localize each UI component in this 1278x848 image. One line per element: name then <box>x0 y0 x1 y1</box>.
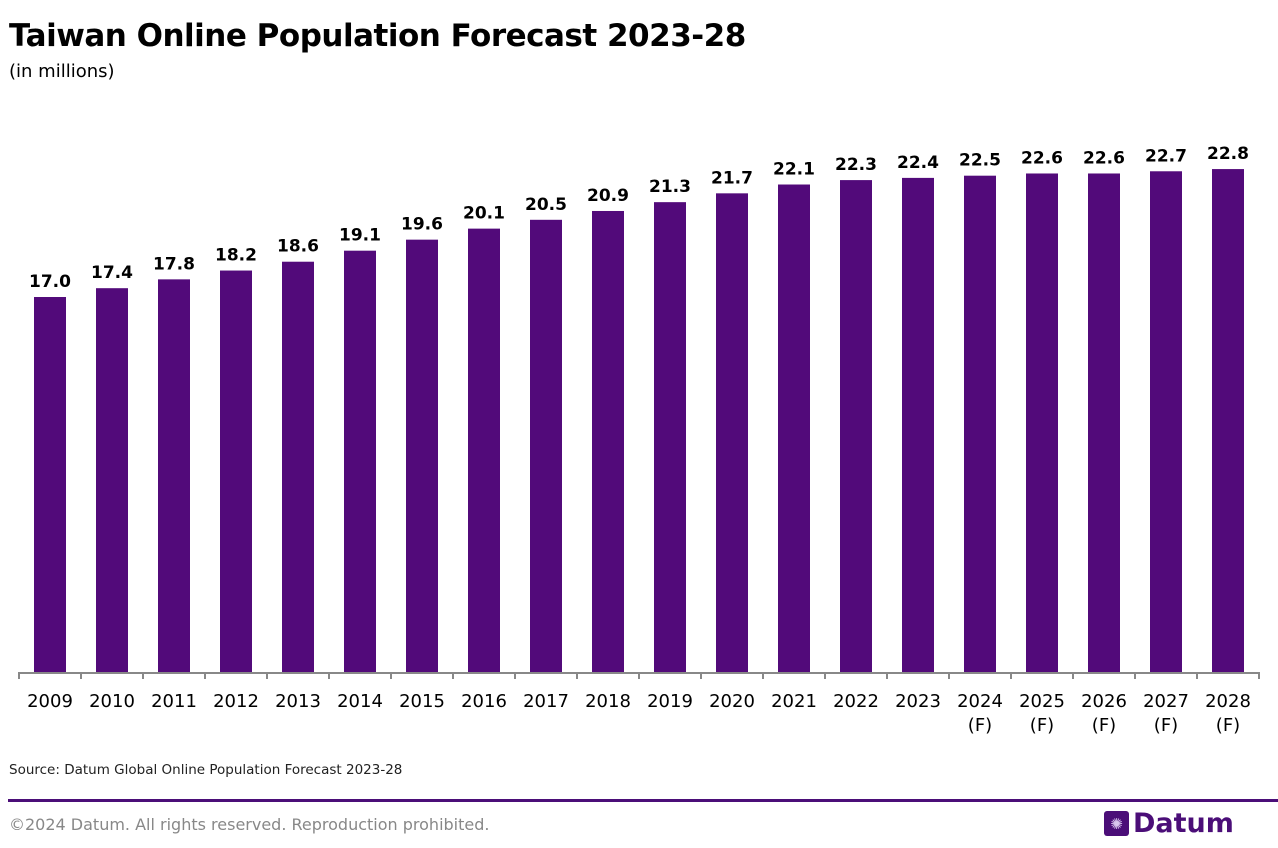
data-label: 22.6 <box>1083 148 1125 168</box>
data-label: 22.3 <box>835 155 877 175</box>
data-label: 17.4 <box>91 263 133 283</box>
data-label: 22.5 <box>959 151 1001 171</box>
bar <box>1212 169 1244 672</box>
logo-text: Datum <box>1133 808 1234 839</box>
data-label: 19.6 <box>401 215 443 235</box>
x-tick-label: (F) <box>1030 715 1054 736</box>
data-label: 21.3 <box>649 177 691 197</box>
data-label: 20.5 <box>525 195 567 215</box>
chart-title: Taiwan Online Population Forecast 2023-2… <box>9 18 746 54</box>
x-tick-label: 2015 <box>399 691 445 712</box>
chart-subtitle: (in millions) <box>9 61 115 82</box>
globe-grid-icon: ✺ <box>1104 811 1129 836</box>
datum-logo: ✺ Datum <box>1104 808 1234 839</box>
x-tick-label: 2020 <box>709 691 755 712</box>
x-tick-label: 2018 <box>585 691 631 712</box>
x-tick-label: 2010 <box>89 691 135 712</box>
x-tick-label: 2014 <box>337 691 383 712</box>
x-tick-label: 2011 <box>151 691 197 712</box>
data-label: 22.7 <box>1145 146 1187 166</box>
x-tick-label: 2026 <box>1081 691 1127 712</box>
bar <box>1088 173 1120 672</box>
bar <box>778 184 810 672</box>
bar <box>964 175 996 672</box>
footer-divider <box>8 799 1278 802</box>
bar <box>158 279 190 672</box>
x-tick-label: 2021 <box>771 691 817 712</box>
bar <box>344 250 376 672</box>
data-label: 20.1 <box>463 204 505 224</box>
x-tick-label: 2016 <box>461 691 507 712</box>
x-tick-label: (F) <box>1092 715 1116 736</box>
data-label: 20.9 <box>587 186 629 206</box>
x-tick-label: (F) <box>968 715 992 736</box>
bar <box>592 210 624 672</box>
x-tick-label: 2027 <box>1143 691 1189 712</box>
data-label: 22.1 <box>773 160 815 180</box>
bar <box>96 288 128 672</box>
bar <box>220 270 252 672</box>
data-label: 21.7 <box>711 168 753 188</box>
data-label: 17.8 <box>153 254 195 274</box>
bar-chart: 17.0 2009 17.4 2010 17.8 2011 18.2 2012 18.6 2013… <box>18 144 1260 736</box>
data-label: 18.6 <box>277 237 319 257</box>
bar <box>468 228 500 672</box>
bar <box>1150 171 1182 673</box>
x-tick-label: 2025 <box>1019 691 1065 712</box>
x-tick-label: (F) <box>1216 715 1240 736</box>
bar <box>1026 173 1058 672</box>
bar <box>406 239 438 672</box>
x-tick-label: 2012 <box>213 691 259 712</box>
x-tick-label: 2022 <box>833 691 879 712</box>
bar <box>902 177 934 673</box>
bar <box>716 193 748 672</box>
x-tick-label: 2019 <box>647 691 693 712</box>
data-label: 22.4 <box>897 153 939 173</box>
x-tick-label: 2017 <box>523 691 569 712</box>
x-tick-label: 2023 <box>895 691 941 712</box>
data-label: 22.6 <box>1021 148 1063 168</box>
x-tick-label: 2024 <box>957 691 1003 712</box>
bar <box>282 261 314 672</box>
x-tick-label: 2009 <box>27 691 73 712</box>
x-tick-label: 2028 <box>1205 691 1251 712</box>
bar <box>530 219 562 672</box>
x-tick-label: (F) <box>1154 715 1178 736</box>
copyright-text: ©2024 Datum. All rights reserved. Reprod… <box>9 815 490 834</box>
data-label: 22.8 <box>1207 144 1249 164</box>
data-label: 17.0 <box>29 272 71 292</box>
bar <box>840 180 872 672</box>
data-label: 19.1 <box>339 226 381 246</box>
x-tick-label: 2013 <box>275 691 321 712</box>
source-note: Source: Datum Global Online Population F… <box>9 762 403 778</box>
bar <box>34 297 66 672</box>
data-label: 18.2 <box>215 246 257 266</box>
bar <box>654 202 686 672</box>
